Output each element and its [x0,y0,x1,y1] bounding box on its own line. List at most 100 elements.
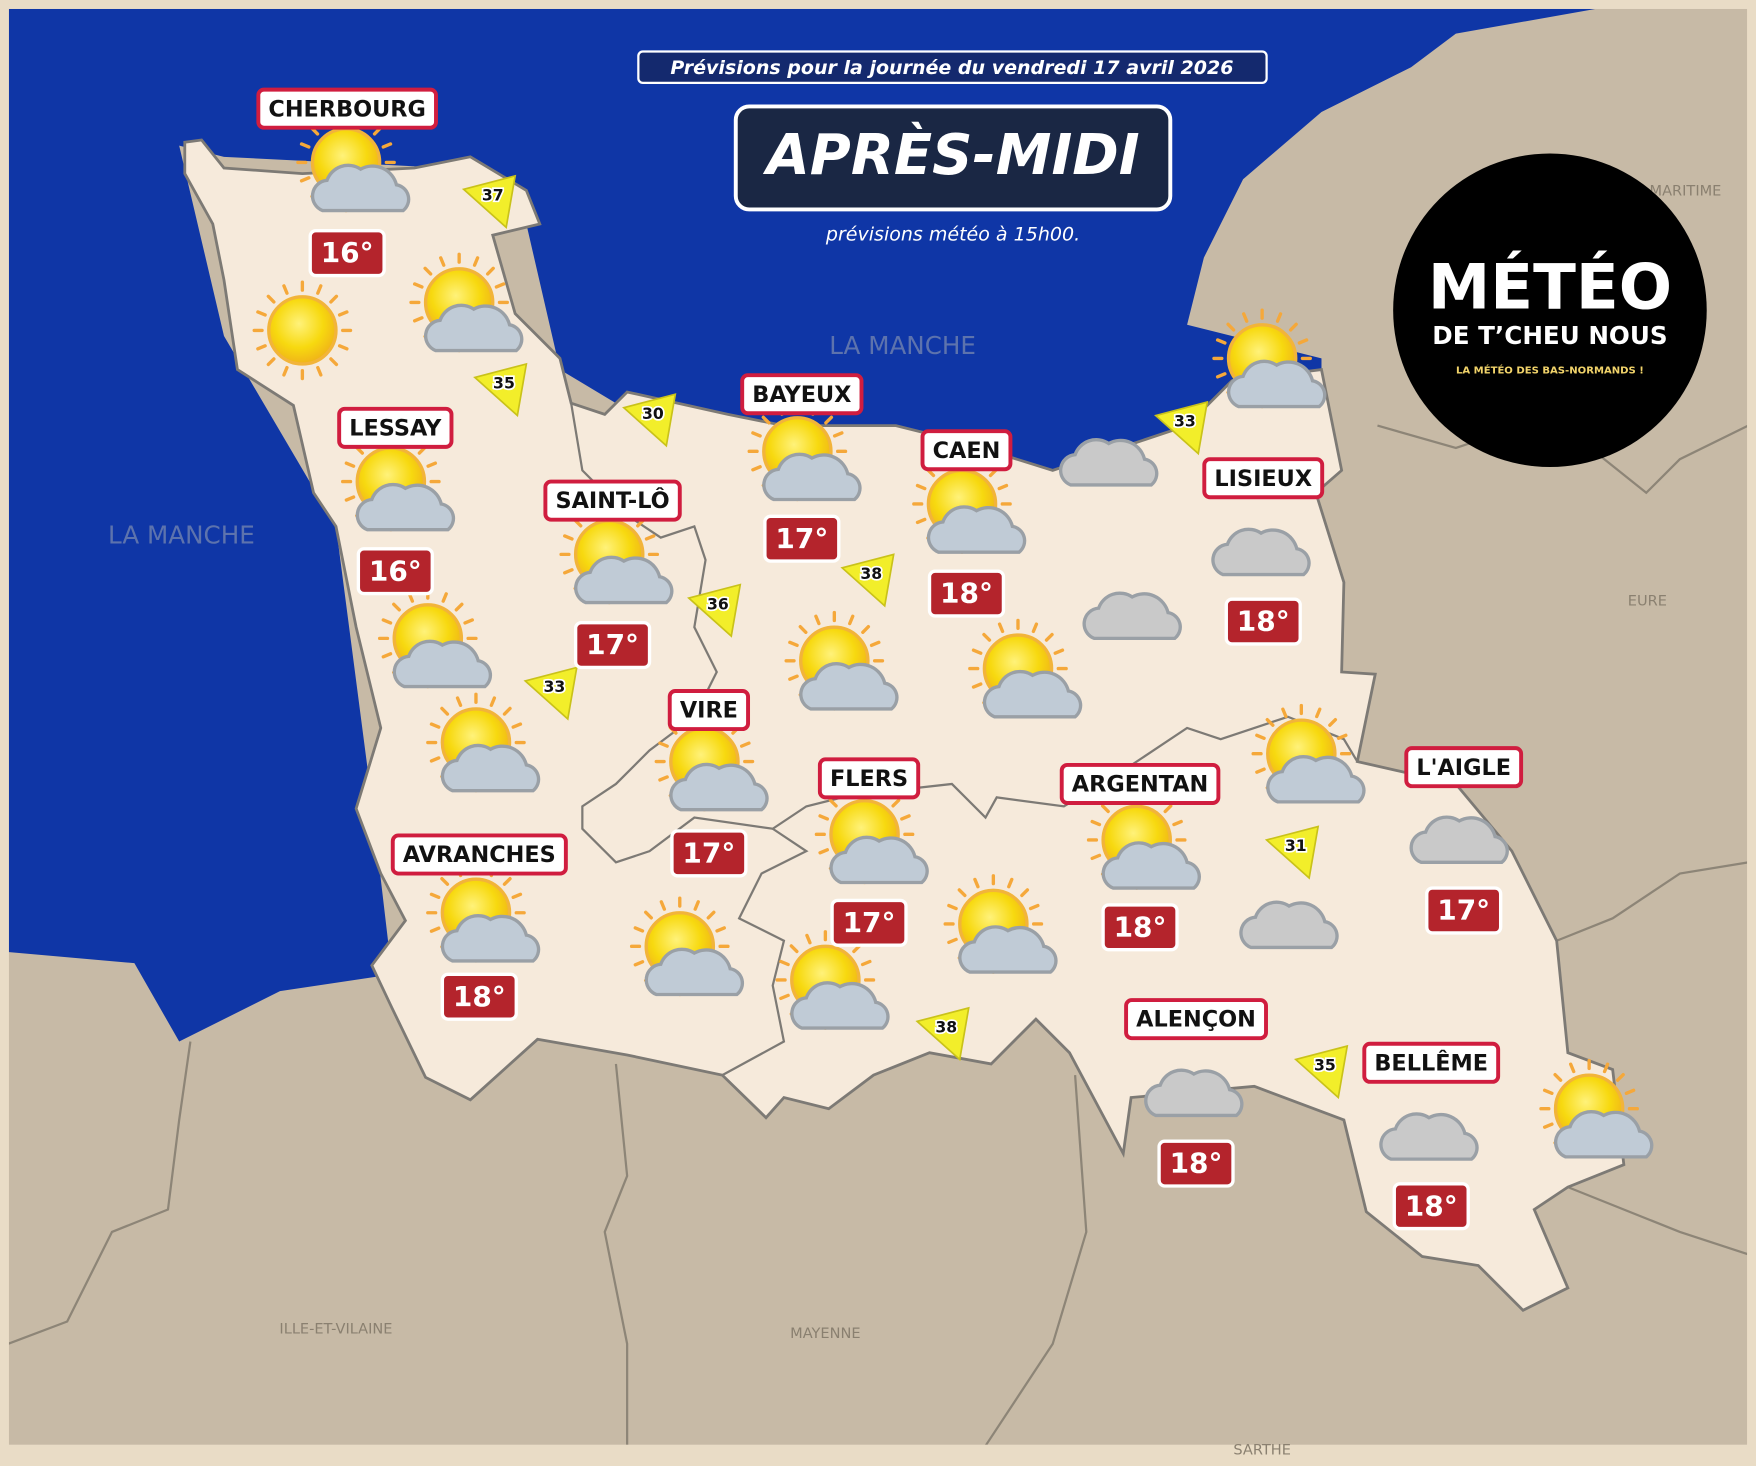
date-box [637,50,1268,85]
sun-ray [282,365,289,377]
sun-ray [1044,632,1054,642]
weather-icon [1539,1058,1654,1159]
sun-ray [1028,903,1040,911]
temperature: 16° [369,554,422,587]
sun-ray [805,933,812,945]
sun-ray [256,310,267,317]
wind-speed: 30 [642,404,664,423]
wind-arrow [473,362,528,418]
wind-speed: 37 [482,186,504,205]
sun-ray [779,993,790,1001]
cloud [669,762,769,812]
sun-ray [489,696,497,707]
temperature-box [573,621,652,670]
sun-ray [832,431,844,438]
temperature-box [763,514,841,563]
sun-ray [1569,1062,1576,1074]
sun-ray [751,431,762,438]
city-marker: BELLÊME 18° [1362,1041,1501,1231]
sun-ray [1255,767,1266,774]
city-name: L'AIGLE [1416,755,1511,781]
sun-ray [869,640,881,648]
cloud [423,303,524,353]
sun-ray [282,284,289,295]
sun-ray [828,798,838,808]
sun-ray [644,910,653,920]
wind-speed: 33 [543,677,565,696]
logo-circle [1393,153,1707,468]
sun-ray [299,142,311,149]
city-name: ALENÇON [1136,1007,1256,1033]
cloud [958,925,1058,974]
sun-ray [1336,733,1348,740]
wind-markers: 37 35 30 36 33 38 33 31 38 35 [461,174,1349,1100]
wind-marker: 30 [622,393,677,448]
sun-ray [429,756,441,763]
temperature-box [670,829,748,878]
sun-ray [266,357,276,367]
frame [6,6,1750,1447]
sun-ray [891,798,901,808]
department-label: EURE [1628,592,1667,609]
sun-ray [1297,338,1309,345]
sea-label: LA MANCHE [108,520,255,549]
wind-speed: 33 [1174,412,1196,431]
logo: MÉTÉO DE T’CHEU NOUS LA MÉTÉO DES BAS-NO… [1393,153,1707,468]
sun-ray [633,960,645,967]
logo-name: MÉTÉO [1428,250,1672,323]
sun-ray [1542,1122,1554,1129]
cloud [1379,1112,1479,1161]
sun-ray [739,741,751,748]
temperature: 17° [586,628,639,661]
sun-ray [299,176,311,183]
sun-ray [1215,338,1227,345]
sun-ray [266,294,276,304]
sun-ray [485,266,495,276]
date-line: Prévisions pour la journée du vendredi 1… [670,57,1233,79]
city-name: AVRANCHES [403,842,556,868]
cloud [1266,755,1366,804]
department-label: MAYENNE [790,1325,860,1342]
city-marker: VIRE 17° [667,689,751,878]
sun-ray [1255,733,1266,740]
cloud [355,482,456,532]
temperature-box [1392,1182,1470,1231]
temperature: 16° [321,236,374,269]
sun-disc [267,295,338,366]
wind-speed: 31 [1285,836,1307,855]
weather-icon [409,252,524,353]
city-label-box [390,833,568,876]
sun-ray [329,294,339,304]
sun-ray [494,282,506,289]
temperature: 18° [940,577,993,610]
temperature-box [1224,597,1302,646]
sun-ray [392,602,401,612]
weather-icon [1144,1068,1244,1118]
wind-speed: 36 [707,594,729,613]
logo-line2: DE T’CHEU NOUS [1432,321,1667,350]
sun-ray [1242,312,1249,323]
sun-ray [1007,877,1014,889]
sun-ray [511,722,523,729]
sun-ray [426,461,438,468]
city-markers: CHERBOURG 16° LESSAY 16° SAINT-LÔ 17° BAYEUX 17… [256,87,1524,1231]
sun-ray [824,415,834,425]
sun-ray [381,652,393,659]
sun-ray [429,722,441,729]
temperature-box [308,229,386,278]
wind-marker: 33 [523,666,578,721]
cloud [1553,1110,1654,1159]
city-name: LESSAY [349,415,442,441]
sun-ray [814,614,821,626]
cloud [1082,591,1182,641]
sun-ray [337,344,349,351]
wind-marker: 36 [687,583,742,638]
weather-icon [1239,900,1339,950]
logo-tagline: LA MÉTÉO DES BAS-NORMANDS ! [1456,364,1644,377]
city-marker: BAYEUX 17° [740,373,864,563]
weather-icons [252,112,1654,1161]
sun-ray [798,625,808,634]
weather-icon [775,930,890,1030]
sun-ray [1315,707,1322,719]
sun-ray [658,741,669,748]
